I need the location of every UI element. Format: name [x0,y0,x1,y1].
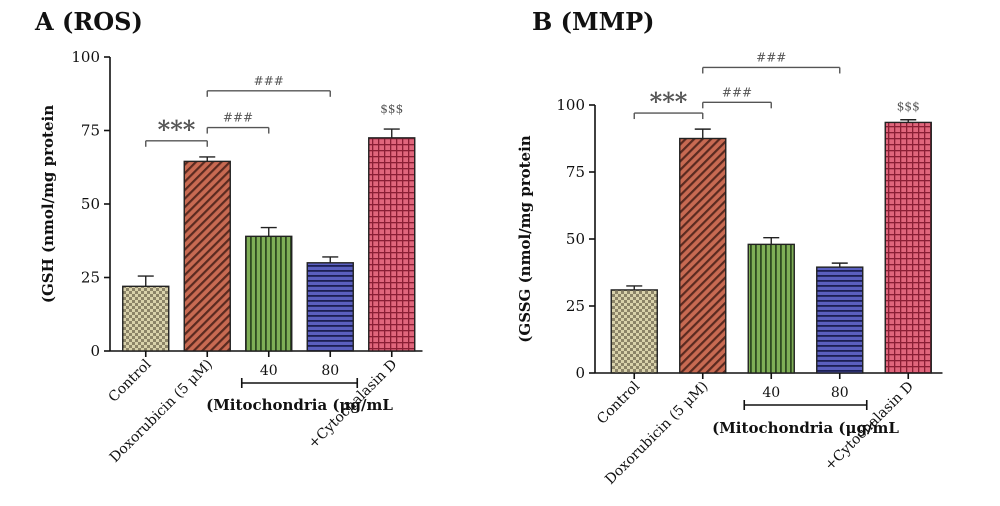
y-tick-label: 50 [566,230,585,248]
significance-label: ### [756,50,786,64]
bar [816,266,864,374]
y-tick-label: 0 [575,364,585,382]
x-tick-label: Control [106,356,155,405]
bar [747,243,795,374]
y-tick-label: 100 [71,48,100,66]
x-tick-label: 40 [260,363,278,379]
panel-title: B (MMP) [532,7,655,36]
bar [368,137,416,352]
bar [122,285,170,352]
panel-b: B (MMP) (GSSG (nmol/mg protein 0 25 50 75 100 C… [516,7,943,488]
x-tick-label: 80 [321,363,339,379]
x-tick-label: Control [594,378,643,427]
group-label: (Mitochondria (μg/mL [206,396,393,414]
x-tick-label: 80 [831,385,849,401]
significance-label: *** [158,115,196,144]
significance-label: ### [722,85,752,99]
significance-label: *** [650,87,688,116]
significance-label: ### [223,111,253,125]
significance-label: ### [254,74,284,88]
bar [884,121,932,374]
y-tick-label: 50 [81,195,100,213]
panel-title: A (ROS) [34,7,143,36]
bar [183,160,231,352]
bar [610,289,658,374]
x-tick-label: Doxorubicin (5 μM) [107,357,216,466]
y-axis-label: (GSH (nmol/mg protein [39,105,57,303]
y-tick-label: 25 [566,297,585,315]
y-tick-label: 75 [81,122,100,140]
x-tick-label: 40 [762,385,780,401]
bar [679,137,727,374]
group-label: (Mitochondria (μg/mL [712,419,899,437]
bar [245,235,293,352]
panel-a: A (ROS) (GSH (nmol/mg protein 0 25 50 75 100 Co… [34,7,423,466]
bar [306,262,354,352]
y-axis-label: (GSSG (nmol/mg protein [516,135,534,342]
y-tick-label: 0 [90,342,100,360]
y-tick-label: 75 [566,163,585,181]
significance-label: $$$ [380,102,403,116]
significance-label: $$$ [897,99,920,113]
y-tick-label: 100 [556,96,585,114]
y-tick-label: 25 [81,269,100,287]
